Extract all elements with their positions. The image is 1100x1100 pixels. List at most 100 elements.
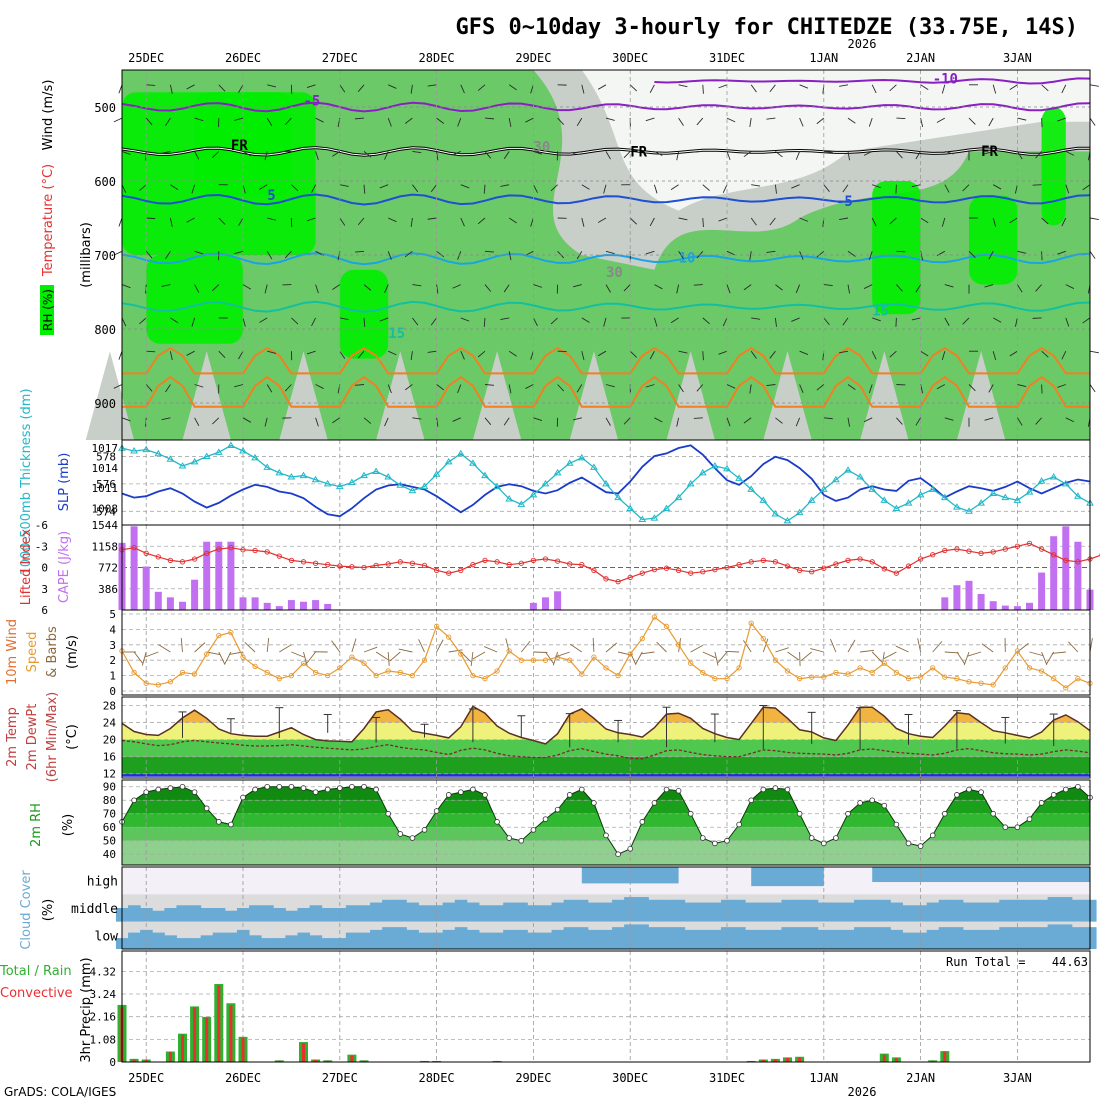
wind-barb	[379, 184, 389, 189]
wind-barb	[915, 417, 921, 426]
wind-speed-point	[349, 654, 355, 660]
rh-point	[397, 831, 404, 837]
rh-point	[833, 835, 839, 841]
cape-tick-label: 1158	[92, 540, 119, 553]
wind-barb	[726, 250, 736, 256]
thickness-point	[142, 445, 151, 453]
wind-speed-point	[325, 672, 331, 679]
pressure-tick-label: 500	[94, 101, 116, 115]
top-date-label: 25DEC	[128, 51, 164, 65]
rh-axis-label: RH (%)	[41, 289, 55, 331]
wind-barb	[678, 350, 688, 354]
wind-barb	[1065, 284, 1075, 289]
rh-point	[1002, 824, 1009, 831]
wind-barb	[868, 117, 873, 127]
wind-barb	[769, 350, 776, 359]
top-date-label: 26DEC	[225, 51, 261, 65]
wind-barb-10m	[218, 651, 226, 665]
wind-barb	[743, 417, 752, 424]
wind-barb	[315, 117, 324, 123]
wind-barb-10m	[702, 651, 716, 659]
wind-barb	[847, 417, 851, 427]
temp-baseline	[122, 773, 1090, 777]
wind-barb	[194, 151, 200, 160]
wind-barb	[363, 284, 372, 291]
wind-barb	[460, 84, 465, 94]
wind-barb	[1065, 184, 1070, 194]
rh-point	[820, 840, 827, 847]
wind-barb	[799, 384, 804, 393]
cloud-bar	[164, 935, 177, 949]
precip-tick-label: 3.24	[90, 988, 117, 1001]
cloud-units-label: (%)	[41, 899, 56, 922]
wind-barb	[1017, 250, 1027, 254]
thickness-point	[190, 457, 199, 465]
lifted-index-point	[288, 557, 295, 564]
cloud-bar	[672, 927, 686, 949]
wind-barb	[769, 84, 776, 93]
cloud-bar	[938, 927, 952, 949]
cloud-bar	[878, 927, 891, 949]
lifted-index-point	[567, 561, 573, 567]
thickness-point	[1061, 479, 1070, 487]
rh-point	[712, 840, 718, 847]
wind-barb	[146, 84, 156, 86]
wind-barb	[726, 117, 736, 123]
rh-point	[373, 786, 379, 793]
wind-barb	[484, 117, 495, 120]
bottom-date-label: 28DEC	[419, 1071, 455, 1085]
contour-label: -5	[836, 194, 853, 210]
wind-barb	[649, 84, 655, 93]
wind-barb	[1017, 417, 1023, 426]
precip-total-legend: Total / Rain	[0, 964, 72, 979]
wind-barb	[863, 417, 873, 423]
thickness-point	[227, 441, 235, 448]
temp-panel-frame	[121, 696, 1091, 779]
cape-bar	[1001, 605, 1009, 610]
cape-bar	[251, 597, 259, 610]
rh-point	[457, 789, 464, 795]
wind-barb	[847, 117, 856, 124]
wind-barb	[696, 384, 704, 392]
thickness-point	[287, 473, 296, 480]
wind-speed-point	[857, 665, 863, 671]
rh-point	[179, 783, 186, 790]
wind-barb	[799, 217, 809, 222]
cape-bar	[529, 602, 537, 610]
wind-speed-point	[482, 676, 488, 682]
temp-tick-label: 12	[103, 768, 116, 781]
rh-point	[542, 816, 549, 822]
lifted-index-point	[240, 547, 246, 553]
wind-speed-point	[458, 651, 464, 657]
wind-barb	[816, 250, 825, 258]
wind-barb	[863, 150, 873, 156]
thickness-point	[626, 504, 635, 512]
wind-speed-point	[518, 657, 524, 663]
wind-barb	[696, 117, 704, 126]
wind-speed-point	[917, 674, 924, 680]
lifted-index-point	[748, 559, 754, 565]
wind-barb	[799, 251, 804, 260]
wind-barb	[629, 350, 637, 358]
wind-barb	[823, 317, 830, 326]
contour-label: 30	[533, 139, 550, 155]
wind-speed-point	[1014, 648, 1021, 654]
wind-barb	[718, 350, 728, 355]
cloud-bar	[418, 905, 432, 922]
thickness-point	[493, 482, 501, 490]
lifted-index-point	[930, 552, 936, 558]
wind-barb	[264, 151, 268, 161]
wind-barb	[259, 184, 268, 190]
rh-point	[639, 819, 646, 825]
cloud-bar	[527, 905, 540, 922]
wind-barb	[605, 117, 615, 121]
thickness-point	[602, 479, 610, 487]
rh-point	[687, 810, 694, 817]
wind-barb	[146, 217, 156, 220]
wind-barb	[605, 284, 611, 293]
cloud-bar	[950, 927, 964, 949]
cloud-bar	[757, 902, 770, 922]
wind-barb-10m	[1041, 651, 1048, 666]
wind-barb	[145, 251, 153, 259]
wind-barb	[603, 184, 607, 194]
